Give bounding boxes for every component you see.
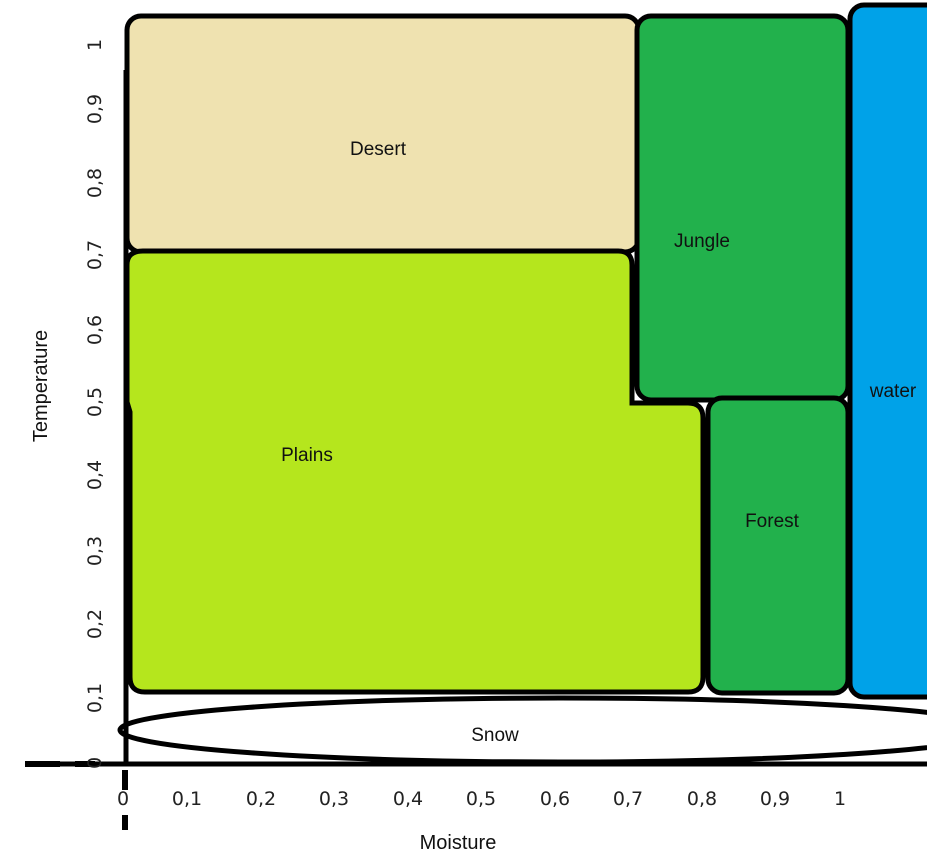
snow-label: Snow — [471, 725, 519, 746]
x-axis-title: Moisture — [420, 832, 497, 854]
x-tick-label: 0,7 — [613, 788, 643, 810]
x-tick-label: 0,9 — [760, 788, 790, 810]
y-tick-label: 0,3 — [84, 536, 106, 566]
x-tick-label: 0,5 — [466, 788, 496, 810]
y-tick-label: 0,6 — [84, 315, 106, 345]
x-tick-label: 0,1 — [172, 788, 202, 810]
x-tick-label: 0 — [117, 788, 129, 810]
desert-label: Desert — [350, 139, 407, 160]
y-tick-label: 0,1 — [84, 683, 106, 713]
plains-region — [124, 248, 706, 695]
x-tick-label: 0,3 — [319, 788, 349, 810]
y-tick-label: 0 — [84, 757, 106, 769]
forest-label: Forest — [745, 511, 800, 532]
y-tick-label: 0,8 — [84, 168, 106, 198]
x-tick-label: 0,2 — [246, 788, 276, 810]
water-region — [847, 2, 927, 700]
snow-region — [117, 695, 927, 765]
forest-region — [705, 395, 851, 696]
y-tick-label: 0,2 — [84, 609, 106, 639]
y-tick-label: 0,9 — [84, 94, 106, 124]
x-tick-label: 0,4 — [393, 788, 423, 810]
desert-region — [124, 13, 642, 255]
water-label: water — [869, 381, 917, 402]
jungle-label: Jungle — [674, 231, 730, 252]
y-tick-label: 0,5 — [84, 387, 106, 417]
plains-label: Plains — [281, 445, 333, 466]
y-tick-label: 1 — [84, 39, 106, 51]
y-tick-label: 0,4 — [84, 460, 106, 490]
y-axis-title: Temperature — [30, 330, 52, 442]
x-tick-label: 0,8 — [687, 788, 717, 810]
x-tick-label: 0,6 — [540, 788, 570, 810]
x-tick-label: 1 — [834, 788, 846, 810]
y-tick-label: 0,7 — [84, 240, 106, 270]
jungle-region — [634, 13, 851, 403]
